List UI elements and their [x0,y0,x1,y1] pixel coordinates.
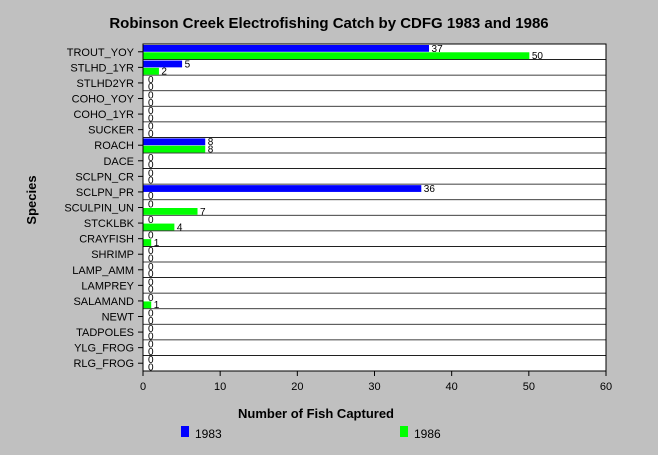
data-label: 0 [148,277,154,288]
data-label: 0 [148,75,154,86]
bar-1986 [143,301,152,309]
data-label: 0 [148,355,154,366]
y-tick-label: STLHD_1YR [70,62,134,74]
data-label: 0 [148,331,154,342]
y-tick-label: YLG_FROG [74,343,134,355]
data-label: 0 [148,363,154,374]
data-label: 0 [148,153,154,164]
data-label: 5 [185,59,191,70]
y-tick-label: SCLPN_PR [76,187,134,199]
y-tick-label: TADPOLES [76,327,134,339]
plot-area [142,43,607,372]
y-tick-label: SCLPN_CR [75,171,134,183]
x-tick-label: 50 [523,381,535,393]
bar-1986 [143,223,175,231]
y-tick-label: SHRIMP [91,249,134,261]
data-label: 2 [161,67,167,78]
y-tick-label: CRAYFISH [79,234,134,246]
legend-label: 1983 [195,427,222,441]
data-label: 0 [148,98,154,109]
bar-1983 [143,45,430,52]
data-label: 0 [148,191,154,202]
grid [143,59,606,356]
data-label: 0 [148,200,154,211]
data-label: 0 [148,122,154,133]
y-tick-label: COHO_1YR [73,109,134,121]
data-label: 0 [148,254,154,265]
data-label: 0 [148,176,154,187]
legend-label: 1986 [414,427,441,441]
x-tick-label: 0 [140,381,146,393]
data-label: 1 [154,238,160,249]
x-tick-label: 10 [214,381,226,393]
data-label: 8 [208,137,214,148]
bar-1986 [143,208,198,215]
bar-1986 [143,145,206,153]
data-label: 0 [148,309,154,320]
data-label: 0 [148,106,154,117]
y-tick-label: STCKLBK [84,218,135,230]
data-labels: 3750520000000088000036007040100000001000… [148,44,543,374]
y-tick-label: SCULPIN_UN [64,203,134,215]
bar-1983 [143,185,422,192]
y-tick-label: LAMP_AMM [72,265,134,277]
y-tick-label: LAMPREY [81,280,134,292]
bars [143,45,530,309]
y-tick-label: ROACH [94,140,134,152]
data-label: 0 [148,82,154,93]
legend-swatch [400,426,408,437]
data-label: 0 [148,262,154,273]
data-label: 0 [148,340,154,351]
data-label: 37 [432,44,444,55]
y-tick-label: STLHD2YR [77,78,135,90]
bar-1986 [143,52,530,60]
data-label: 7 [200,207,206,218]
y-tick-label: COHO_YOY [72,94,135,106]
legend-swatch [181,426,189,437]
x-tick-label: 30 [368,381,380,393]
data-label: 0 [148,215,154,226]
y-axis-title: Species [24,175,39,224]
bar-1983 [143,138,206,146]
data-label: 0 [148,231,154,242]
y-tick-label: SUCKER [88,125,134,137]
y-tick-label: NEWT [102,312,135,324]
data-label: 0 [148,113,154,124]
x-axis-ticks: 0 10 20 30 40 50 60 [140,371,612,393]
data-label: 0 [148,324,154,335]
data-label: 0 [148,269,154,280]
x-tick-label: 40 [446,381,458,393]
data-label: 1 [154,300,160,311]
data-label: 0 [148,293,154,304]
data-label: 4 [177,222,183,233]
x-tick-label: 60 [600,381,612,393]
y-axis-ticks: TROUT_YOY STLHD_1YR STLHD2YR COHO_YOY COHO_1… [64,47,143,370]
data-label: 0 [148,246,154,257]
data-label: 0 [148,168,154,179]
data-label: 8 [208,145,214,156]
data-label: 0 [148,316,154,327]
chart-title: Robinson Creek Electrofishing Catch by C… [109,15,548,32]
y-tick-label: RLG_FROG [73,358,134,370]
x-tick-label: 20 [291,381,303,393]
legend: 1983 1986 [181,426,441,441]
y-tick-label: SALAMAND [73,296,134,308]
y-tick-label: TROUT_YOY [67,47,135,59]
data-label: 0 [148,347,154,358]
data-label: 0 [148,91,154,102]
data-label: 0 [148,160,154,171]
x-axis-title: Number of Fish Captured [238,406,394,421]
y-tick-label: DACE [103,156,134,168]
data-label: 0 [148,129,154,140]
data-label: 0 [148,285,154,296]
bar-1986 [143,239,152,246]
bar-1983 [143,60,183,68]
bar-1986 [143,67,159,75]
data-label: 36 [424,184,436,195]
data-label: 50 [532,51,544,62]
